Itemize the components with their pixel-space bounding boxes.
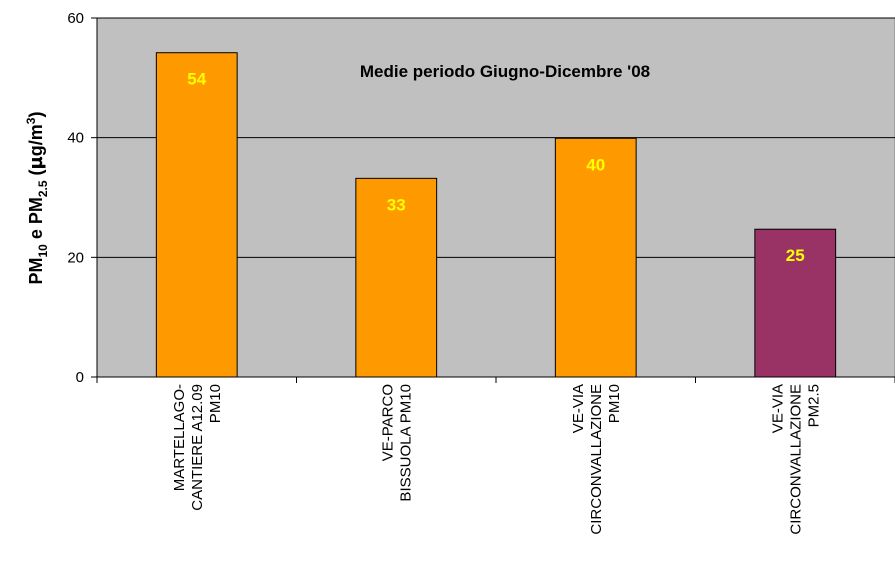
x-category-label: VE-VIA CIRCONVALLAZIONE PM10 [570,384,623,535]
bar [155,52,238,378]
bar [554,137,637,378]
x-category-label-line: BISSUOLA PM10 [397,384,414,502]
y-axis-label: PM10 e PM2.5 (µg/m3) [24,111,50,284]
x-category-label-line: PM2.5 [805,384,822,427]
x-category-label-line: MARTELLAGO- [171,384,188,491]
x-category-label-line: VE-VIA [570,384,587,433]
x-category-label: MARTELLAGO- CANTIERE A12.09 PM10 [171,384,224,511]
x-category-label-line: CIRCONVALLAZIONE [787,384,804,535]
x-category-label-line: CANTIERE A12.09 [189,384,206,511]
x-category-label: VE-VIA CIRCONVALLAZIONE PM2.5 [769,384,822,535]
x-category-label-line: PM10 [207,384,224,423]
data-label: 54 [187,70,206,89]
x-axis: MARTELLAGO- CANTIERE A12.09 PM10 VE-PARCO BI… [96,376,895,535]
data-label: 25 [786,246,805,265]
chart-title: Medie periodo Giugno-Dicembre '08 [360,62,650,81]
y-tick-label: 0 [76,369,84,386]
y-axis: 0 20 40 60 [67,10,98,386]
x-category-label-line: VE-VIA [769,384,786,433]
bars: 54 33 40 25 [155,52,837,378]
y-tick-label: 40 [67,130,84,147]
x-category-label-line: VE-PARCO [379,384,396,461]
y-tick-label: 60 [67,10,84,27]
data-label: 40 [586,155,605,174]
y-tick-label: 20 [67,249,84,266]
x-category-label-line: CIRCONVALLAZIONE [588,384,605,535]
bar [754,228,837,378]
bar [355,177,438,378]
data-label: 33 [387,195,406,214]
x-category-label: VE-PARCO BISSUOLA PM10 [379,384,414,502]
x-category-label-line: PM10 [606,384,623,423]
